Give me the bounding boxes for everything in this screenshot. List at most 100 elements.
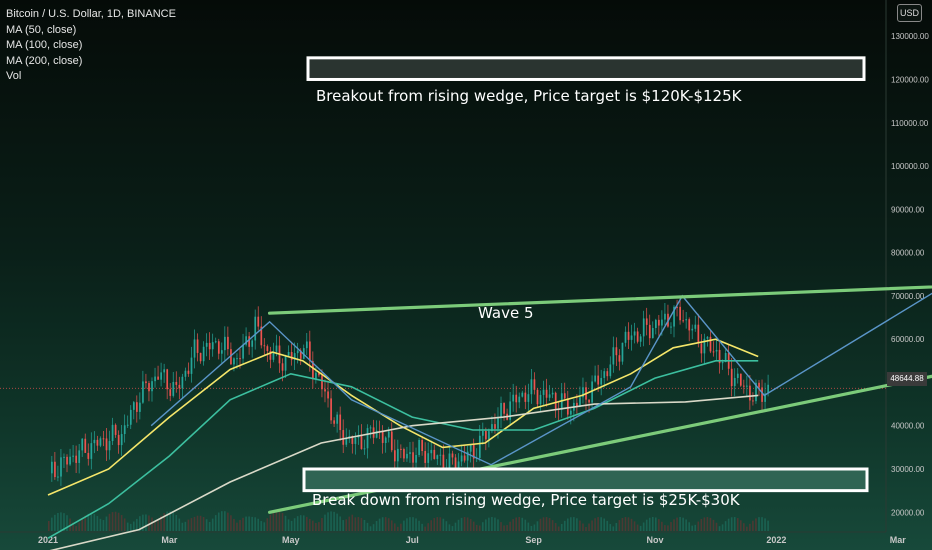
candle-body (752, 400, 754, 402)
volume-bar (51, 517, 53, 531)
candle-body (406, 453, 408, 459)
volume-bar (275, 511, 278, 531)
candle-body (533, 379, 536, 390)
candle-body (387, 431, 390, 438)
volume-bar (715, 522, 718, 531)
candle-body (482, 431, 484, 436)
volume-bar (727, 518, 730, 531)
candle-body (339, 414, 342, 431)
legend-ma200[interactable]: MA (200, close) (6, 54, 83, 67)
volume-bar (205, 519, 208, 531)
volume-bar (166, 511, 168, 531)
volume-bar (688, 522, 690, 531)
volume-bar (488, 517, 490, 531)
candle-body (746, 385, 748, 387)
volume-bar (512, 519, 514, 531)
candle-body (761, 387, 763, 402)
volume-bar (612, 526, 615, 531)
volume-bar (427, 523, 429, 531)
volume-bar (111, 512, 114, 531)
candle-body (166, 369, 169, 390)
volume-bar (557, 526, 560, 531)
candle-body (366, 428, 369, 449)
candle-body (129, 409, 132, 425)
volume-bar (721, 524, 724, 531)
volume-bar (651, 517, 654, 531)
candle-body (457, 461, 460, 470)
volume-bar (114, 511, 117, 531)
candle-body (670, 326, 672, 328)
volume-bar (491, 517, 493, 531)
candle-body (354, 437, 357, 444)
volume-bar (736, 518, 739, 531)
candle-body (69, 456, 71, 465)
volume-bar (245, 516, 247, 531)
candle-body (111, 424, 114, 442)
candle-body (66, 456, 68, 465)
volume-bar (576, 518, 578, 531)
candle-body (257, 316, 260, 327)
volume-bar (609, 524, 612, 531)
volume-bar (390, 520, 393, 531)
volume-bar (224, 511, 226, 531)
breakdown-target-box (302, 467, 869, 493)
volume-bar (157, 519, 159, 531)
volume-bar (236, 522, 238, 531)
candle-body (263, 345, 266, 347)
candle-body (293, 353, 296, 360)
volume-bar (494, 517, 496, 531)
candle-body (609, 364, 612, 377)
candle-body (472, 444, 475, 459)
volume-bar (126, 522, 129, 531)
candle-body (409, 452, 411, 454)
x-tick-label: 2022 (766, 535, 786, 545)
volume-bar (99, 518, 102, 531)
volume-bar (154, 520, 156, 531)
candle-body (712, 351, 715, 353)
candle-body (415, 455, 417, 463)
candle-body (269, 351, 272, 360)
volume-bar (190, 518, 193, 531)
legend-symbol[interactable]: Bitcoin / U.S. Dollar, 1D, BINANCE (6, 8, 176, 20)
volume-bar (706, 517, 709, 531)
legend-ma100[interactable]: MA (100, close) (6, 39, 83, 51)
volume-bar (679, 517, 681, 531)
volume-bar (418, 520, 420, 531)
volume-bar (63, 513, 65, 531)
candle-body (123, 425, 126, 435)
volume-bar (339, 516, 341, 531)
candle-body (715, 349, 718, 352)
currency-badge[interactable]: USD (897, 4, 922, 22)
candle-body (664, 313, 666, 320)
candle-body (151, 381, 153, 392)
volume-bar (233, 518, 235, 531)
volume-bar (697, 521, 700, 531)
candle-body (591, 381, 593, 403)
candle-body (345, 438, 348, 445)
volume-bar (378, 518, 381, 531)
candles (51, 296, 769, 486)
volume-bar (691, 525, 694, 531)
volume-bar (397, 526, 399, 531)
legend-vol[interactable]: Vol (6, 70, 22, 82)
volume-bar (521, 517, 524, 531)
candle-body (199, 352, 202, 362)
legend-ma50[interactable]: MA (50, close) (6, 23, 77, 36)
candle-body (739, 373, 742, 386)
volume-bar (700, 519, 703, 531)
volume-bar (169, 511, 171, 531)
volume-bar (172, 512, 175, 531)
volume-bar (345, 519, 348, 531)
candle-body (494, 424, 496, 429)
volume-bar (196, 515, 199, 531)
candle-body (245, 336, 247, 345)
candle-body (655, 319, 657, 329)
volume-bar (551, 520, 554, 531)
candle-body (412, 452, 414, 463)
volume-bar (573, 517, 575, 531)
volume-bar (372, 524, 375, 531)
candle-body (500, 403, 502, 418)
candle-body (290, 351, 293, 360)
y-tick-label: 100000.00 (891, 162, 929, 171)
